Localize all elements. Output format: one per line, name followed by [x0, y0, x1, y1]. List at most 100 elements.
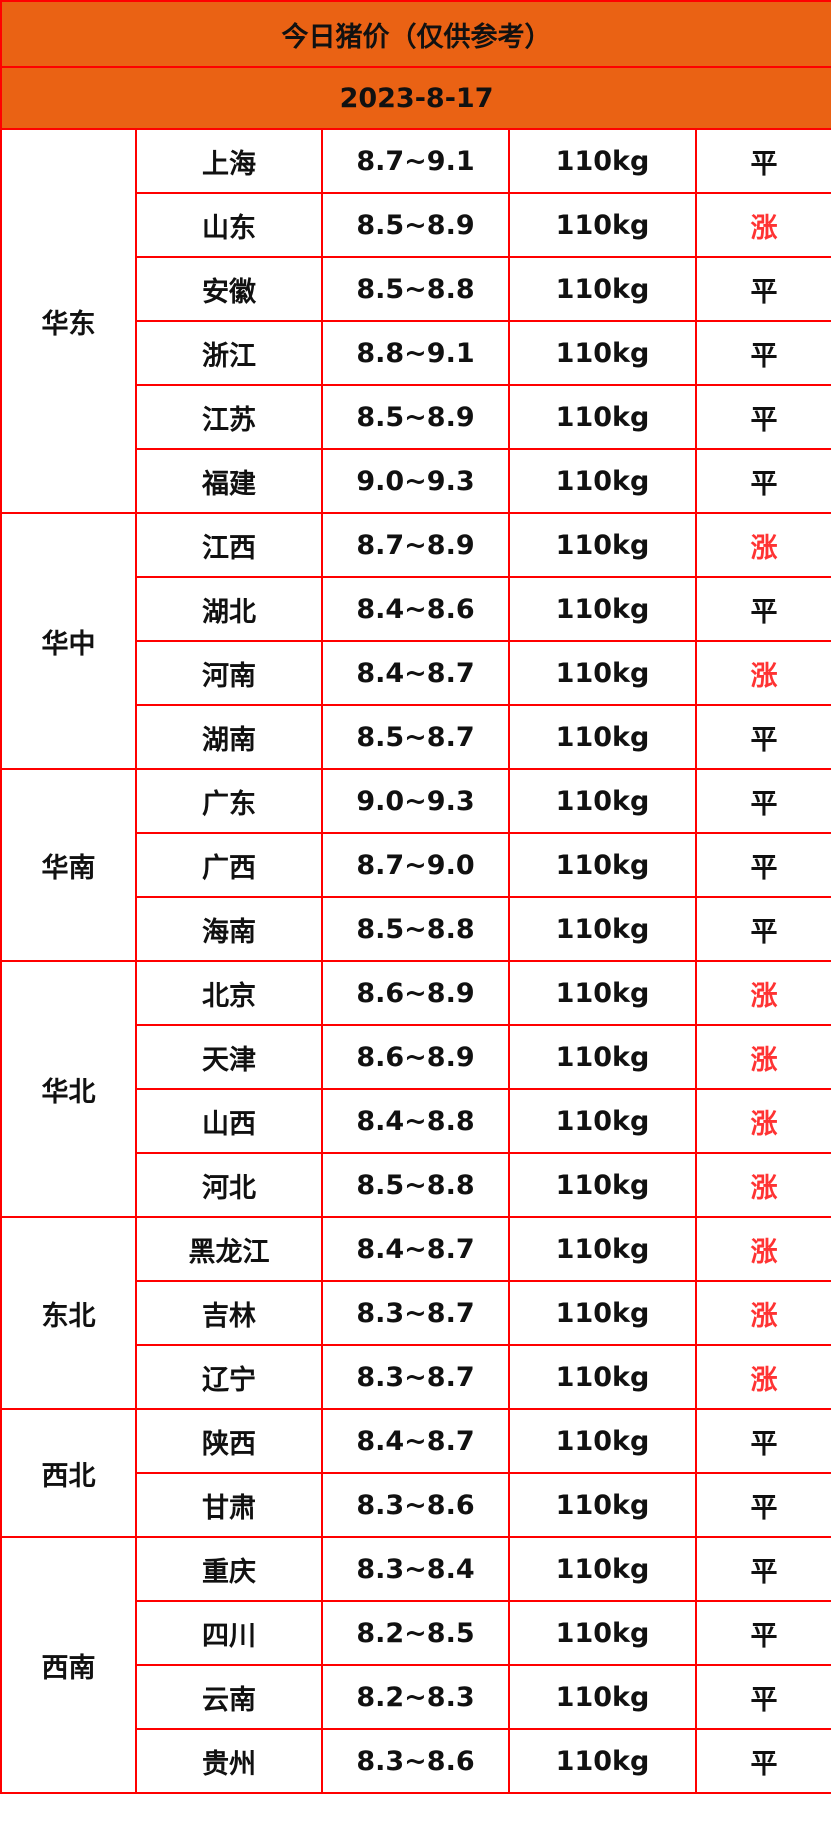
trend-cell: 平 [694, 1600, 831, 1666]
weight-cell: 110kg [508, 1600, 697, 1666]
province-cell: 天津 [135, 1024, 323, 1090]
weight-cell: 110kg [508, 1088, 697, 1154]
price-cell: 8.3~8.6 [321, 1472, 510, 1538]
province-cell: 浙江 [135, 320, 323, 386]
price-cell: 8.2~8.3 [321, 1664, 510, 1730]
table-row: 湖南 8.5~8.7 110kg 平 [1, 704, 831, 770]
province-cell: 湖北 [135, 576, 323, 642]
price-cell: 8.5~8.9 [321, 192, 510, 258]
weight-cell: 110kg [508, 1280, 697, 1346]
province-cell: 黑龙江 [135, 1216, 323, 1282]
weight-cell: 110kg [508, 832, 697, 898]
province-cell: 上海 [135, 128, 323, 194]
province-cell: 安徽 [135, 256, 323, 322]
province-cell: 四川 [135, 1600, 323, 1666]
weight-cell: 110kg [508, 320, 697, 386]
province-cell: 湖南 [135, 704, 323, 770]
table-title: 今日猪价（仅供参考） [0, 0, 831, 68]
trend-cell: 涨 [694, 1088, 831, 1154]
price-cell: 8.4~8.7 [321, 1216, 510, 1282]
table-row: 湖北 8.4~8.6 110kg 平 [1, 576, 831, 642]
weight-cell: 110kg [508, 1408, 697, 1474]
weight-cell: 110kg [508, 704, 697, 770]
price-cell: 8.3~8.4 [321, 1536, 510, 1602]
region-cell: 华北 [0, 960, 137, 1218]
price-cell: 8.5~8.8 [321, 1152, 510, 1218]
trend-cell: 涨 [694, 512, 831, 578]
trend-cell: 平 [694, 576, 831, 642]
price-cell: 8.2~8.5 [321, 1600, 510, 1666]
price-cell: 8.6~8.9 [321, 960, 510, 1026]
table-row: 福建 9.0~9.3 110kg 平 [1, 448, 831, 514]
table-row: 山西 8.4~8.8 110kg 涨 [1, 1088, 831, 1154]
price-cell: 8.7~9.0 [321, 832, 510, 898]
price-cell: 8.4~8.7 [321, 1408, 510, 1474]
weight-cell: 110kg [508, 448, 697, 514]
price-cell: 8.7~8.9 [321, 512, 510, 578]
table-row: 华东 上海 8.7~9.1 110kg 平 [0, 128, 831, 514]
table-row: 浙江 8.8~9.1 110kg 平 [1, 320, 831, 386]
table-row: 天津 8.6~8.9 110kg 涨 [1, 1024, 831, 1090]
weight-cell: 110kg [508, 1152, 697, 1218]
region-cell: 华南 [0, 768, 137, 962]
table-row: 华中 江西 8.7~8.9 110kg 涨 [0, 512, 831, 770]
region-cell: 东北 [0, 1216, 137, 1410]
region-cell: 华东 [0, 128, 137, 514]
trend-cell: 涨 [694, 1216, 831, 1282]
price-cell: 8.4~8.7 [321, 640, 510, 706]
table-row: 安徽 8.5~8.8 110kg 平 [1, 256, 831, 322]
province-cell: 河南 [135, 640, 323, 706]
table-row: 山东 8.5~8.9 110kg 涨 [1, 192, 831, 258]
table-row: 华南 广东 9.0~9.3 110kg 平 [0, 768, 831, 962]
province-cell: 北京 [135, 960, 323, 1026]
trend-cell: 平 [694, 1536, 831, 1602]
province-cell: 河北 [135, 1152, 323, 1218]
pig-price-table: 今日猪价（仅供参考） 2023-8-17 华东 上海 8.7~9.1 110kg 平山东… [0, 0, 831, 1794]
price-cell: 8.5~8.8 [321, 896, 510, 962]
trend-cell: 平 [694, 128, 831, 194]
province-cell: 山东 [135, 192, 323, 258]
province-cell: 福建 [135, 448, 323, 514]
price-cell: 8.4~8.8 [321, 1088, 510, 1154]
province-cell: 江苏 [135, 384, 323, 450]
province-cell: 甘肃 [135, 1472, 323, 1538]
price-cell: 8.7~9.1 [321, 128, 510, 194]
table-row: 吉林 8.3~8.7 110kg 涨 [1, 1280, 831, 1346]
weight-cell: 110kg [508, 960, 697, 1026]
weight-cell: 110kg [508, 384, 697, 450]
weight-cell: 110kg [508, 640, 697, 706]
table-row: 辽宁 8.3~8.7 110kg 涨 [1, 1344, 831, 1410]
price-cell: 8.4~8.6 [321, 576, 510, 642]
province-cell: 贵州 [135, 1728, 323, 1794]
table-row: 河南 8.4~8.7 110kg 涨 [1, 640, 831, 706]
table-row: 东北 黑龙江 8.4~8.7 110kg 涨 [0, 1216, 831, 1410]
trend-cell: 平 [694, 704, 831, 770]
trend-cell: 涨 [694, 1280, 831, 1346]
price-cell: 9.0~9.3 [321, 768, 510, 834]
table-row: 河北 8.5~8.8 110kg 涨 [1, 1152, 831, 1218]
province-cell: 广西 [135, 832, 323, 898]
weight-cell: 110kg [508, 128, 697, 194]
province-cell: 陕西 [135, 1408, 323, 1474]
weight-cell: 110kg [508, 1472, 697, 1538]
weight-cell: 110kg [508, 1216, 697, 1282]
table-row: 甘肃 8.3~8.6 110kg 平 [1, 1472, 831, 1538]
price-cell: 9.0~9.3 [321, 448, 510, 514]
price-cell: 8.3~8.7 [321, 1344, 510, 1410]
trend-cell: 平 [694, 384, 831, 450]
trend-cell: 平 [694, 448, 831, 514]
trend-cell: 涨 [694, 960, 831, 1026]
table-row: 广西 8.7~9.0 110kg 平 [1, 832, 831, 898]
region-cell: 西北 [0, 1408, 137, 1538]
province-cell: 江西 [135, 512, 323, 578]
trend-cell: 平 [694, 1472, 831, 1538]
trend-cell: 平 [694, 320, 831, 386]
trend-cell: 平 [694, 768, 831, 834]
region-cell: 华中 [0, 512, 137, 770]
price-cell: 8.5~8.7 [321, 704, 510, 770]
province-cell: 辽宁 [135, 1344, 323, 1410]
region-cell: 西南 [0, 1536, 137, 1794]
price-cell: 8.5~8.9 [321, 384, 510, 450]
table-row: 海南 8.5~8.8 110kg 平 [1, 896, 831, 962]
trend-cell: 涨 [694, 1152, 831, 1218]
